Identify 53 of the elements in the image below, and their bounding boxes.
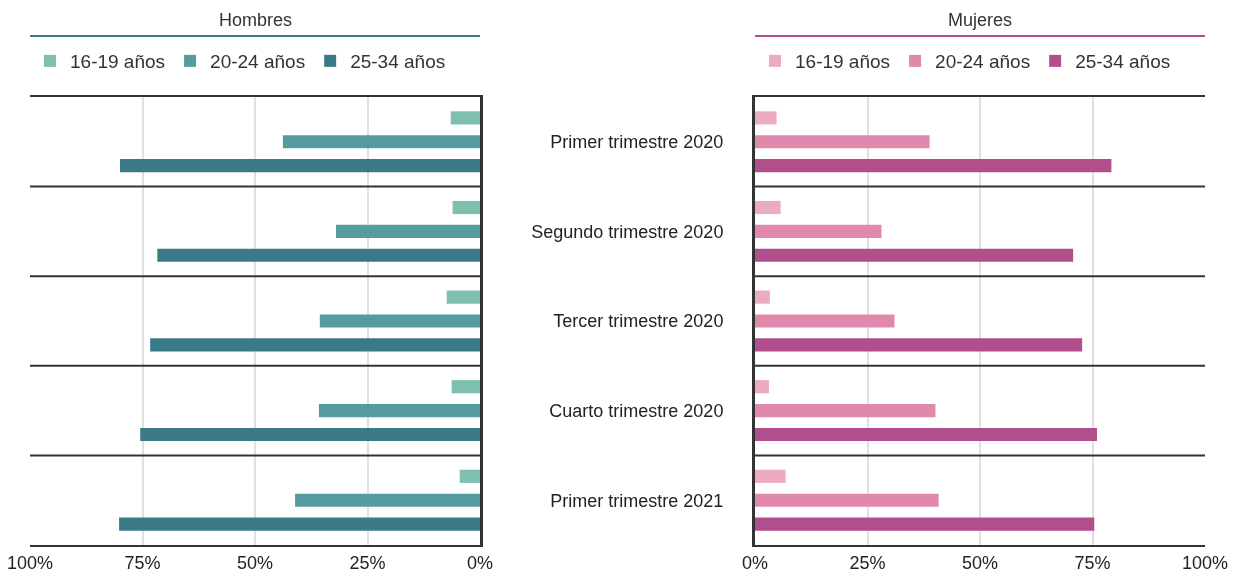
bar [755, 248, 1074, 262]
bar [451, 380, 480, 394]
y-tick-label: Primer trimestre 2021 [550, 490, 724, 511]
legend-label: 25-34 años [1075, 51, 1171, 73]
x-tick-label: 0% [466, 552, 494, 573]
bar [459, 469, 480, 483]
bar [119, 517, 480, 531]
legend-label: 25-34 años [350, 51, 446, 73]
x-tick-label: 75% [1074, 552, 1111, 573]
bar [120, 159, 480, 173]
bar [446, 290, 480, 304]
bar [140, 427, 480, 442]
bar [755, 111, 777, 125]
x-tick-label: 25% [849, 552, 886, 573]
x-tick-label: 75% [124, 552, 161, 573]
bar [755, 493, 939, 507]
bar [755, 200, 781, 215]
bar [755, 517, 1095, 531]
chart-title: Mujeres [948, 10, 1013, 30]
bar [150, 338, 480, 352]
bar [336, 224, 480, 238]
y-tick-label: Tercer trimestre 2020 [553, 311, 724, 332]
bar [755, 135, 930, 149]
y-tick-label: Cuarto trimestre 2020 [549, 400, 724, 421]
bar [755, 380, 769, 394]
bar [450, 111, 480, 125]
bar [157, 248, 480, 262]
bar [755, 290, 770, 304]
bar [755, 469, 786, 483]
bar [755, 404, 936, 418]
bar [755, 224, 882, 238]
x-tick-label: 50% [236, 552, 274, 573]
legend-label: 16-19 años [70, 51, 166, 73]
bar [452, 200, 480, 215]
x-tick-label: 50% [961, 552, 999, 573]
y-tick-label: Primer trimestre 2020 [550, 132, 724, 153]
x-tick-label: 25% [349, 552, 386, 573]
bar [318, 404, 480, 418]
legend-label: 20-24 años [935, 51, 1031, 73]
bar [755, 427, 1097, 442]
y-tick-label: Segundo trimestre 2020 [531, 221, 724, 242]
bar [282, 135, 480, 149]
bar [755, 314, 895, 328]
x-tick-label: 100% [6, 552, 54, 573]
chart-title: Hombres [219, 10, 293, 30]
bar [755, 338, 1083, 352]
bar [755, 159, 1112, 173]
bar [319, 314, 480, 328]
legend-label: 16-19 años [795, 51, 891, 73]
legend-label: 20-24 años [210, 51, 306, 73]
x-tick-label: 0% [741, 552, 769, 573]
x-tick-label: 100% [1181, 552, 1229, 573]
bar [295, 493, 480, 507]
